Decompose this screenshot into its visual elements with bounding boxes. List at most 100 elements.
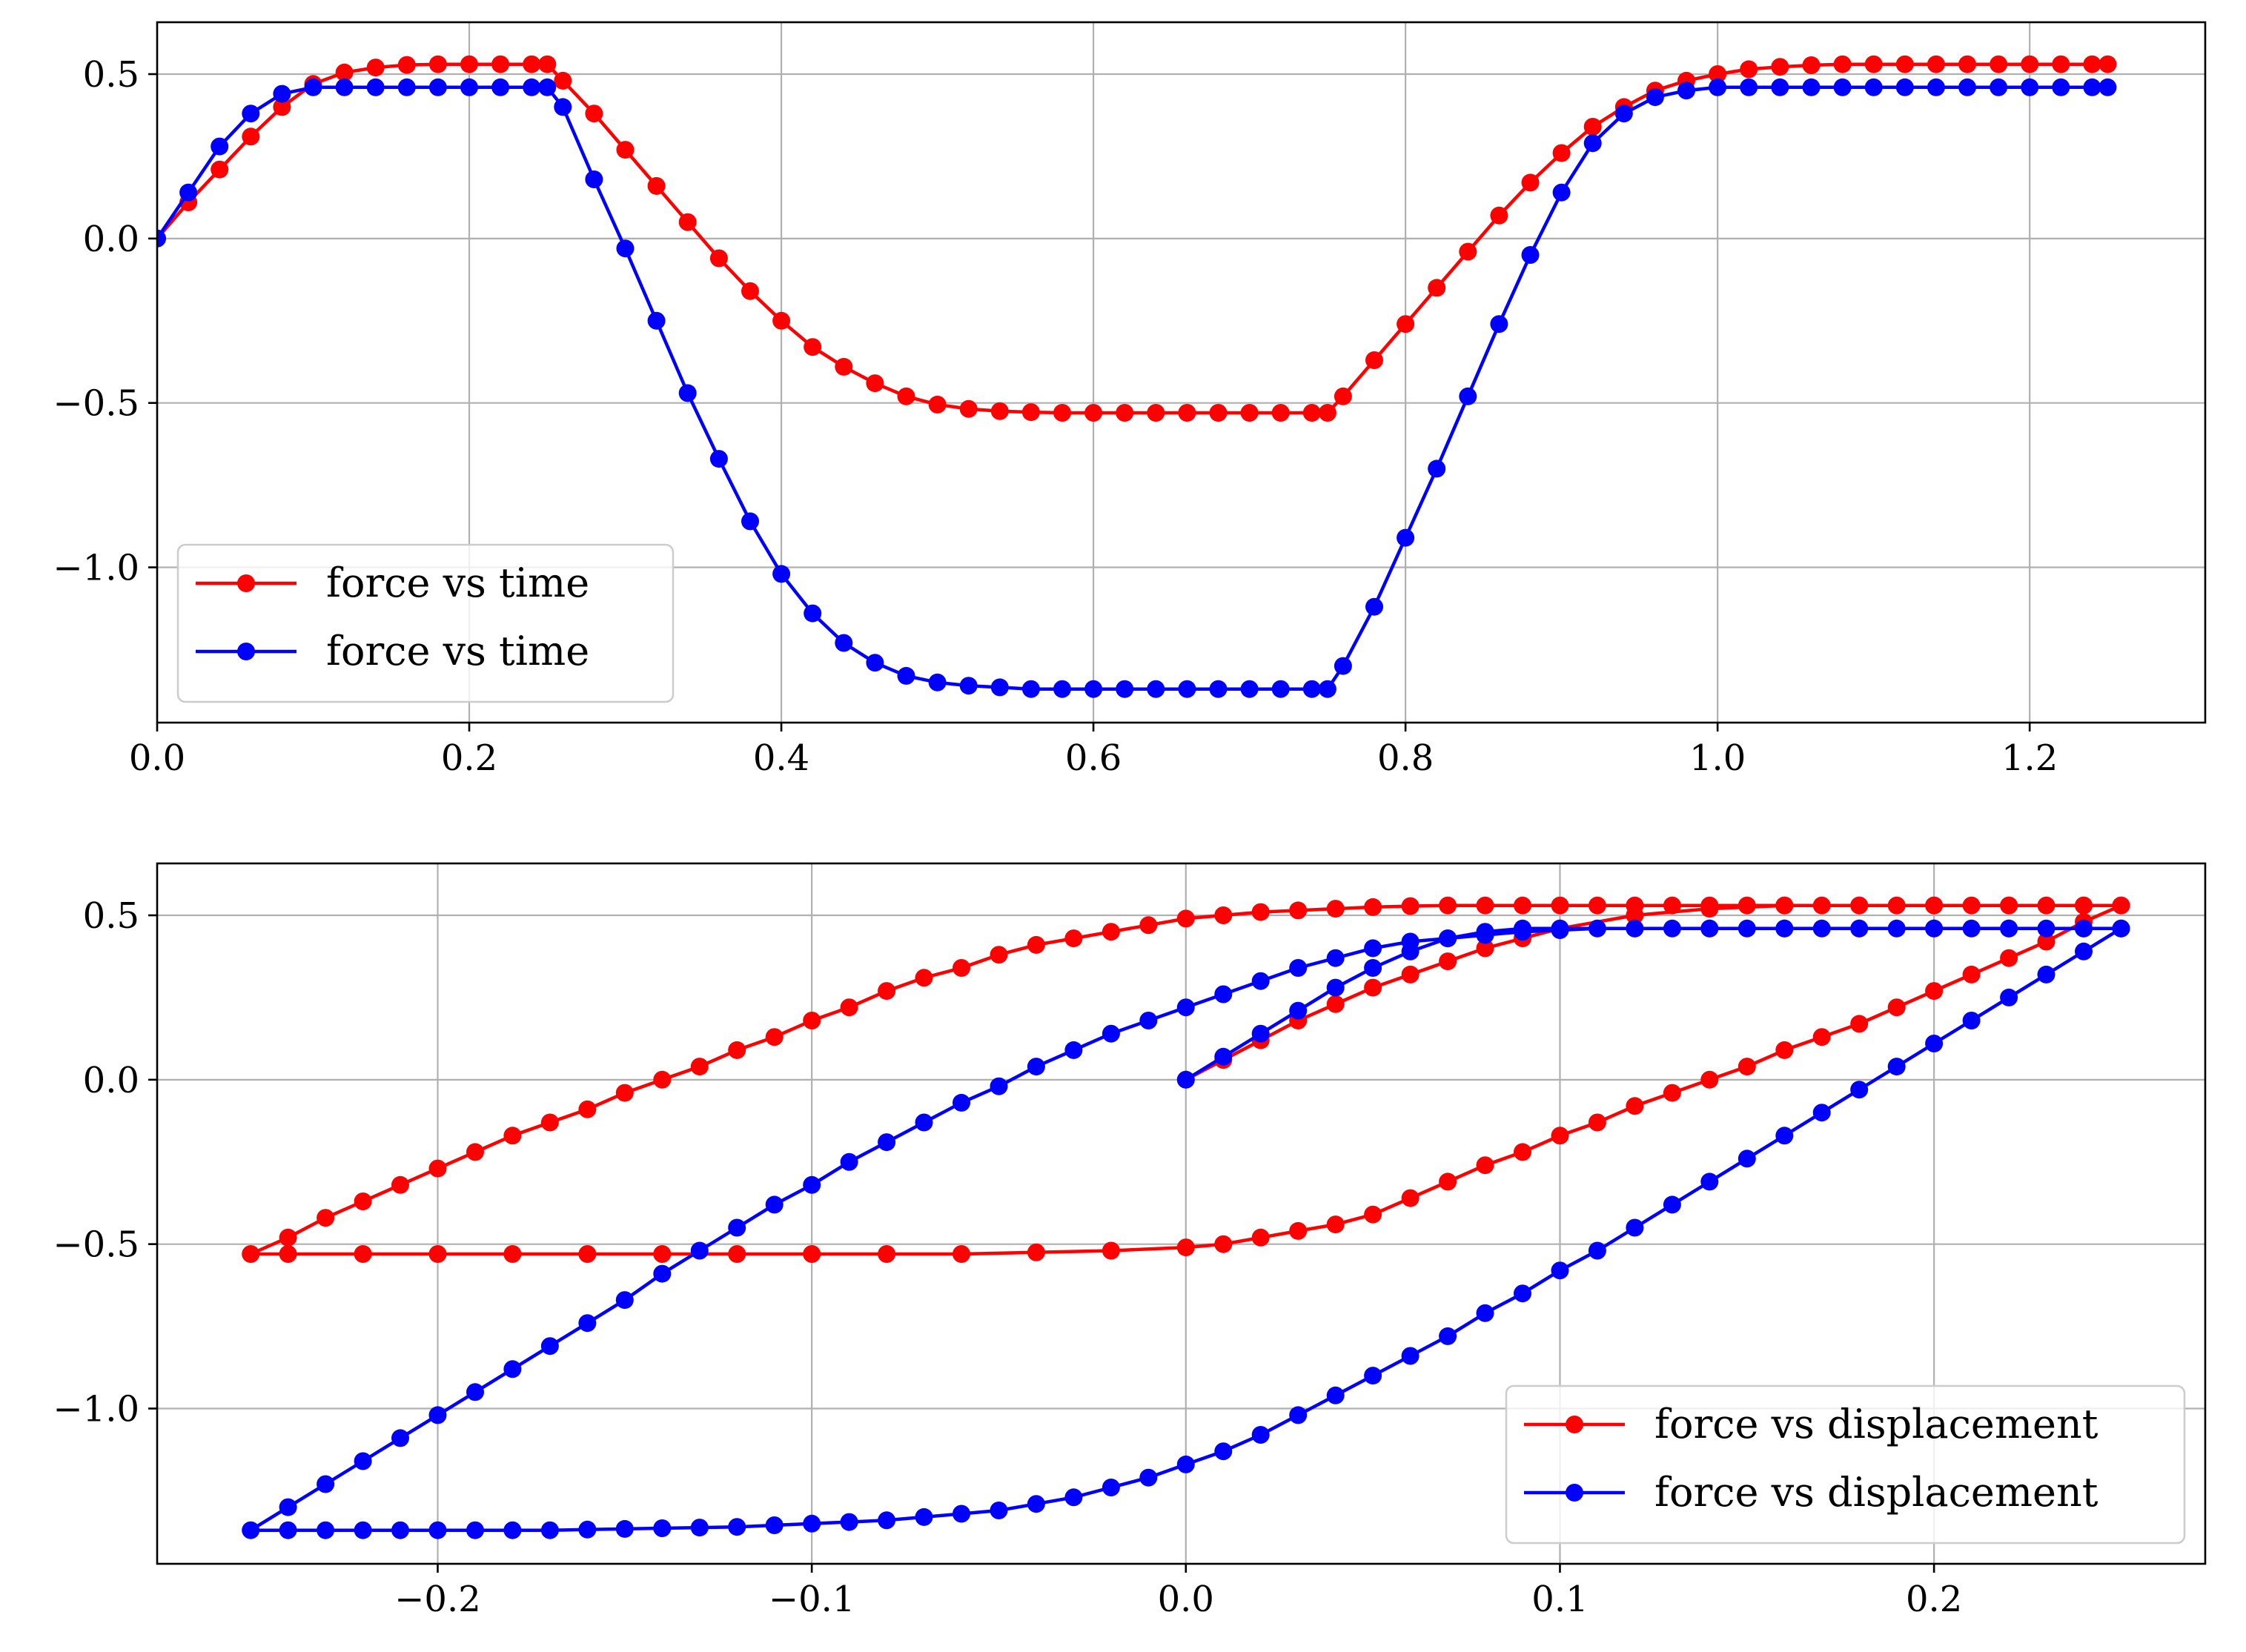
chart-2-series-1-point xyxy=(1551,896,1569,915)
chart-2-series-1-point xyxy=(391,1175,409,1194)
chart-2-series-2-point xyxy=(1214,1442,1233,1461)
chart-2-y-tick-label: −1.0 xyxy=(53,1389,139,1430)
chart-1-series-2-point xyxy=(1927,78,1945,96)
chart-1-series-1-point xyxy=(428,55,447,73)
chart-2-series-2-point xyxy=(765,1195,784,1214)
chart-2-series-1-point xyxy=(466,1143,484,1161)
chart-2-series-2-point xyxy=(615,1291,634,1310)
chart-1-series-1-point xyxy=(647,176,666,195)
chart-2-series-1-point xyxy=(1364,978,1382,997)
chart-2-series-2-point xyxy=(1925,1035,1944,1052)
chart-2-series-1-point xyxy=(2037,932,2055,951)
chart-1-series-1-point xyxy=(523,55,541,73)
chart-2-series-1-point xyxy=(1064,929,1083,948)
chart-1-series-2-point xyxy=(804,604,822,623)
chart-1-series-1-point xyxy=(2098,55,2117,73)
chart-2-series-2-point xyxy=(1102,1479,1120,1496)
chart-2-series-2-point xyxy=(354,1521,372,1539)
chart-1-series-1-point xyxy=(273,98,291,116)
chart-1-series-2-point xyxy=(397,78,416,96)
chart-1-series-2-point xyxy=(1771,78,1789,96)
chart-2-series-2-point xyxy=(2037,919,2055,938)
chart-1-series-2-point xyxy=(866,654,884,672)
chart-1-series-2-point xyxy=(741,512,759,531)
chart-1-axes-frame xyxy=(156,21,2207,724)
chart-1-series-2-point xyxy=(1147,680,1165,698)
chart-1-series-2-point xyxy=(709,450,728,468)
chart-1-series-2-point xyxy=(1459,387,1477,405)
chart-2-series-2-point xyxy=(1476,926,1494,944)
chart-1-series-2-point xyxy=(2021,78,2039,96)
chart-2-series-1-point xyxy=(653,1070,672,1089)
chart-2-series-1-point xyxy=(1812,896,1831,915)
chart-2-series-2-point xyxy=(615,1519,634,1538)
chart-2-series-1-point xyxy=(1326,900,1345,918)
chart-1-series-2-point xyxy=(366,78,385,96)
chart-1-y-tick-label: 0.5 xyxy=(83,54,139,96)
chart-2-series-1-point xyxy=(953,1245,970,1263)
chart-2-series-2-point xyxy=(1663,919,1681,938)
chart-2-series-2-point xyxy=(1737,919,1756,938)
chart-2-series-1-point xyxy=(2037,896,2055,915)
chart-2-y-tick-label: 0.5 xyxy=(83,895,139,937)
chart-2-series-1-point xyxy=(1775,1041,1794,1059)
chart-1-series-1-point xyxy=(1428,279,1446,297)
chart-1-series-1-point xyxy=(2083,55,2101,73)
chart-1-series-2-point xyxy=(554,98,572,116)
chart-2-series-2-point xyxy=(1514,1284,1531,1303)
chart-2-series-1-point xyxy=(1364,1205,1382,1224)
chart-2-series-1-point xyxy=(428,1245,447,1263)
chart-2-series-1-point xyxy=(1476,1156,1494,1175)
chart-2-series-1-point xyxy=(1962,965,1981,983)
chart-2-series-2-point xyxy=(2037,965,2055,983)
chart-2-series-2-point xyxy=(2112,919,2130,938)
chart-1-x-tick-label: 0.4 xyxy=(753,737,809,779)
chart-1-series-1-point xyxy=(741,282,759,300)
chart-2-series-1-point xyxy=(690,1058,709,1076)
chart-1-series-1-point xyxy=(1116,404,1134,422)
chart-1-x-tick-label: 1.0 xyxy=(1689,737,1746,779)
chart-2-series-1-point xyxy=(2112,896,2130,915)
chart-1-series-2-point xyxy=(211,137,229,156)
chart-1-series-2-point xyxy=(2098,78,2117,96)
chart-2-series-2-point xyxy=(1551,921,1569,939)
chart-2-series-2-point xyxy=(953,1505,970,1523)
chart-2-series-2-point xyxy=(1364,1367,1382,1385)
chart-2-series-2-point xyxy=(1663,1195,1681,1214)
chart-2-series-1-point xyxy=(578,1100,597,1118)
chart-2-series-1-point xyxy=(1289,901,1308,920)
chart-2-series-1-point xyxy=(878,1245,896,1263)
chart-1-series-1-point xyxy=(1802,56,1821,74)
chart-2-series-1-point xyxy=(428,1159,447,1178)
chart-2-series-1-point xyxy=(915,969,933,987)
chart-2-y-tick-label: −0.5 xyxy=(53,1224,139,1266)
chart-1-series-1-point xyxy=(1864,55,1883,73)
chart-1-series-2-point xyxy=(1084,680,1103,698)
chart-1-series-2-point xyxy=(647,311,666,330)
chart-1-legend-label: force vs time xyxy=(326,560,589,606)
chart-2-series-1-point xyxy=(1850,896,1869,915)
chart-1-series-2-point xyxy=(835,634,853,652)
chart-2-series-1-point xyxy=(1514,1143,1531,1161)
chart-2-series-2-point xyxy=(1439,929,1457,948)
chart-1-series-1-point xyxy=(616,141,635,159)
chart-2-series-1-point xyxy=(1476,896,1494,915)
chart-2-series-2-point xyxy=(1737,1150,1756,1168)
chart-2-series-1-point xyxy=(1850,1015,1869,1033)
chart-2-series-1-point xyxy=(503,1245,522,1263)
chart-1-series-1-point xyxy=(1709,65,1727,83)
chart-2-series-2-point xyxy=(1289,1406,1308,1424)
chart-1-series-2-point xyxy=(523,78,541,96)
chart-1-series-1-point xyxy=(804,338,822,356)
chart-2-series-2-point xyxy=(1214,985,1233,1004)
chart-2-series-1-point xyxy=(803,1012,821,1029)
chart-1-series-2-point xyxy=(1302,680,1321,698)
chart-1-series-1-point xyxy=(1178,404,1196,422)
chart-2-series-1-point xyxy=(1551,1127,1569,1145)
chart-2-series-1-point xyxy=(1925,982,1944,1001)
chart-1-series-2-point xyxy=(1552,183,1571,202)
chart-1-series-1-point xyxy=(538,55,557,73)
chart-2-x-tick-label: 0.1 xyxy=(1531,1579,1588,1620)
chart-1-legend: force vs time force vs time xyxy=(176,543,675,703)
